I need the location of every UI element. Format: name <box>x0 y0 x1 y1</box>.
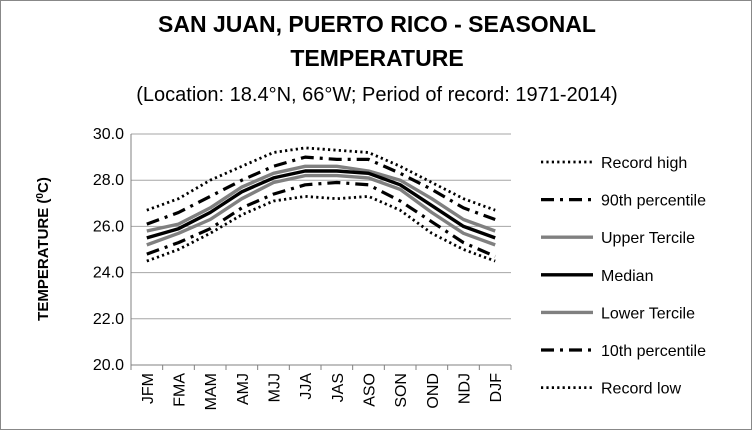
y-tick-label: 26.0 <box>93 218 124 235</box>
y-axis-label-prefix: TEMPERATURE ( <box>35 199 52 321</box>
x-tick-label: ASO <box>362 373 379 407</box>
y-axis-label-degree: 0 <box>35 193 46 199</box>
series-line-10th-percentile <box>146 180 496 258</box>
legend-label: Upper Tercile <box>601 230 695 247</box>
series-line-lower-tercile <box>146 173 496 247</box>
y-tick-label: 24.0 <box>93 265 124 282</box>
chart-title-line-2: TEMPERATURE <box>290 45 463 71</box>
axes <box>130 134 512 370</box>
x-tick-label: FMA <box>172 373 189 407</box>
x-tick-label: JJA <box>298 373 315 400</box>
y-tick-labels: 20.0 22.0 24.0 26.0 28.0 30.0 <box>93 126 124 374</box>
x-tick-label: MJJ <box>267 373 284 402</box>
y-tick-label: 30.0 <box>93 126 124 143</box>
x-tick-label: SON <box>393 373 410 408</box>
x-tick-labels: JFM FMA MAM AMJ MJJ JJA JAS ASO SON OND NDJ DJF <box>140 373 505 411</box>
x-tick-label: AMJ <box>235 373 252 405</box>
x-tick-label: DJF <box>488 373 505 403</box>
y-tick-label: 20.0 <box>93 357 124 374</box>
y-tick-label: 28.0 <box>93 172 124 189</box>
y-tick-label: 22.0 <box>93 311 124 328</box>
legend-label: 10th percentile <box>601 343 706 360</box>
series-line-90th-percentile <box>146 155 496 226</box>
chart-subtitle: (Location: 18.4°N, 66°W; Period of recor… <box>136 84 617 106</box>
series-lines <box>146 146 496 263</box>
series-line-median <box>146 169 496 240</box>
legend-label: Record high <box>601 155 687 172</box>
legend-label: 90th percentile <box>601 193 706 210</box>
legend-label: Median <box>601 268 653 285</box>
series-line-upper-tercile <box>146 164 496 233</box>
legend-label: Lower Tercile <box>601 305 695 322</box>
x-tick-label: NDJ <box>457 373 474 404</box>
x-tick-label: OND <box>425 373 442 409</box>
gridlines <box>131 133 511 366</box>
x-tick-label: JFM <box>140 373 157 404</box>
x-tick-label: MAM <box>203 373 220 410</box>
y-axis-label-suffix: C) <box>35 177 52 193</box>
y-axis-label: TEMPERATURE (0C) <box>35 177 53 321</box>
chart-title-line-1: SAN JUAN, PUERTO RICO - SEASONAL <box>158 11 596 37</box>
legend: Record high 90th percentile Upper Tercile M… <box>541 155 706 398</box>
legend-label: Record low <box>601 381 681 398</box>
x-tick-label: JAS <box>330 373 347 402</box>
